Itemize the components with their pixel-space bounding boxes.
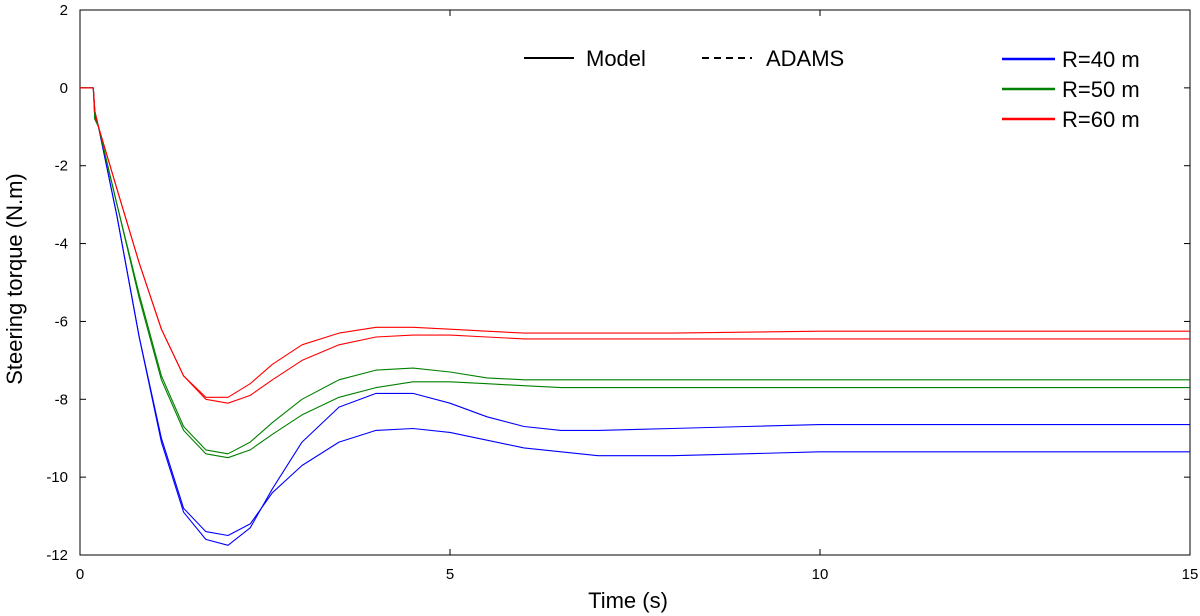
x-tick-label: 0 xyxy=(76,566,84,583)
series-line-r-60-m-adams xyxy=(80,87,1190,398)
legend-label-adams: ADAMS xyxy=(766,46,844,71)
series-line-r-60-m-model xyxy=(80,87,1190,404)
y-tick-label: -6 xyxy=(55,313,68,330)
y-tick-label: 2 xyxy=(60,2,68,19)
style-legend: Model ADAMS xyxy=(524,46,844,71)
x-axis-title: Time (s) xyxy=(588,588,668,613)
legend-label-model: Model xyxy=(586,46,646,71)
axes xyxy=(79,9,1191,556)
series-line-r-40-m-adams xyxy=(80,87,1190,546)
x-tick-label: 5 xyxy=(446,566,454,583)
legend-label-r-50-m: R=50 m xyxy=(1062,77,1140,102)
y-tick-label: -2 xyxy=(55,158,68,175)
y-tick-label: -10 xyxy=(46,469,68,486)
series-line-r-40-m-model xyxy=(80,87,1190,537)
plot-frame xyxy=(79,9,1191,556)
color-legend: R=40 m R=50 m R=60 m xyxy=(1002,47,1140,132)
legend-label-r-60-m: R=60 m xyxy=(1062,107,1140,132)
series-line-r-50-m-model xyxy=(80,87,1190,459)
y-tick-label: 0 xyxy=(60,80,68,97)
y-tick-label: -4 xyxy=(55,236,68,253)
y-tick-label: -8 xyxy=(55,391,68,408)
x-tick-label: 10 xyxy=(812,566,829,583)
x-tick-label: 15 xyxy=(1182,566,1199,583)
legend-label-r-40-m: R=40 m xyxy=(1062,47,1140,72)
y-axis-title: Steering torque (N.m) xyxy=(2,173,27,385)
series-layer xyxy=(80,87,1190,546)
y-tick-label: -12 xyxy=(46,547,68,564)
series-line-r-50-m-adams xyxy=(80,87,1190,455)
